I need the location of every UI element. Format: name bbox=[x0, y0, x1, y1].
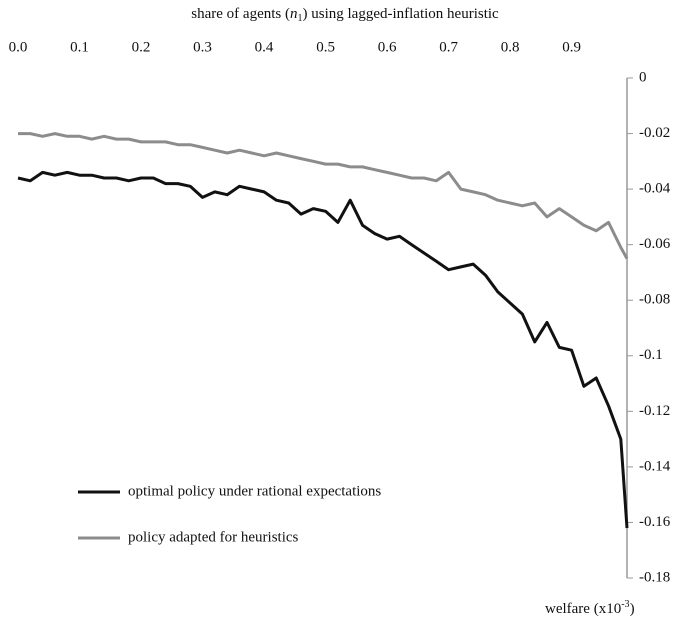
x-tick-label: 0.2 bbox=[132, 39, 151, 55]
y-tick-label: -0.02 bbox=[639, 125, 670, 141]
y-axis-title: welfare (x10-3) bbox=[545, 599, 635, 617]
y-tick-label: -0.18 bbox=[639, 569, 670, 585]
series-line bbox=[18, 132, 629, 260]
x-axis-title: share of agents (n1) using lagged-inflat… bbox=[191, 6, 499, 24]
legend-label: policy adapted for heuristics bbox=[128, 529, 299, 545]
y-axis-title-part: -3 bbox=[621, 599, 629, 610]
x-axis-title-part: 1 bbox=[298, 13, 303, 24]
y-tick-label: -0.04 bbox=[639, 181, 671, 197]
x-tick-label: 0.7 bbox=[439, 39, 458, 55]
y-tick-label: -0.16 bbox=[639, 514, 671, 530]
series-line bbox=[17, 170, 629, 529]
y-tick-label: -0.06 bbox=[639, 236, 671, 252]
x-tick-label: 0.3 bbox=[193, 39, 212, 55]
y-axis-title-part: welfare (x10 bbox=[545, 601, 621, 617]
x-tick-label: 0.1 bbox=[70, 39, 89, 55]
y-tick-label: -0.14 bbox=[639, 458, 671, 474]
y-tick-label: -0.12 bbox=[639, 403, 670, 419]
y-tick-label: -0.1 bbox=[639, 347, 663, 363]
x-tick-label: 0.0 bbox=[9, 39, 28, 55]
y-axis-title-part: ) bbox=[630, 601, 635, 617]
x-axis-title-part: ) using lagged-inflation heuristic bbox=[303, 6, 500, 22]
x-tick-label: 0.8 bbox=[501, 39, 520, 55]
legend-label: optimal policy under rational expectatio… bbox=[128, 483, 381, 499]
x-axis-title-part: share of agents ( bbox=[191, 6, 290, 22]
y-tick-label: -0.08 bbox=[639, 292, 670, 308]
x-tick-label: 0.6 bbox=[378, 39, 397, 55]
y-tick-label: 0 bbox=[639, 69, 647, 85]
x-tick-label: 0.4 bbox=[255, 39, 274, 55]
x-axis-title-part: n bbox=[290, 6, 298, 22]
x-tick-label: 0.5 bbox=[316, 39, 335, 55]
x-tick-label: 0.9 bbox=[562, 39, 581, 55]
